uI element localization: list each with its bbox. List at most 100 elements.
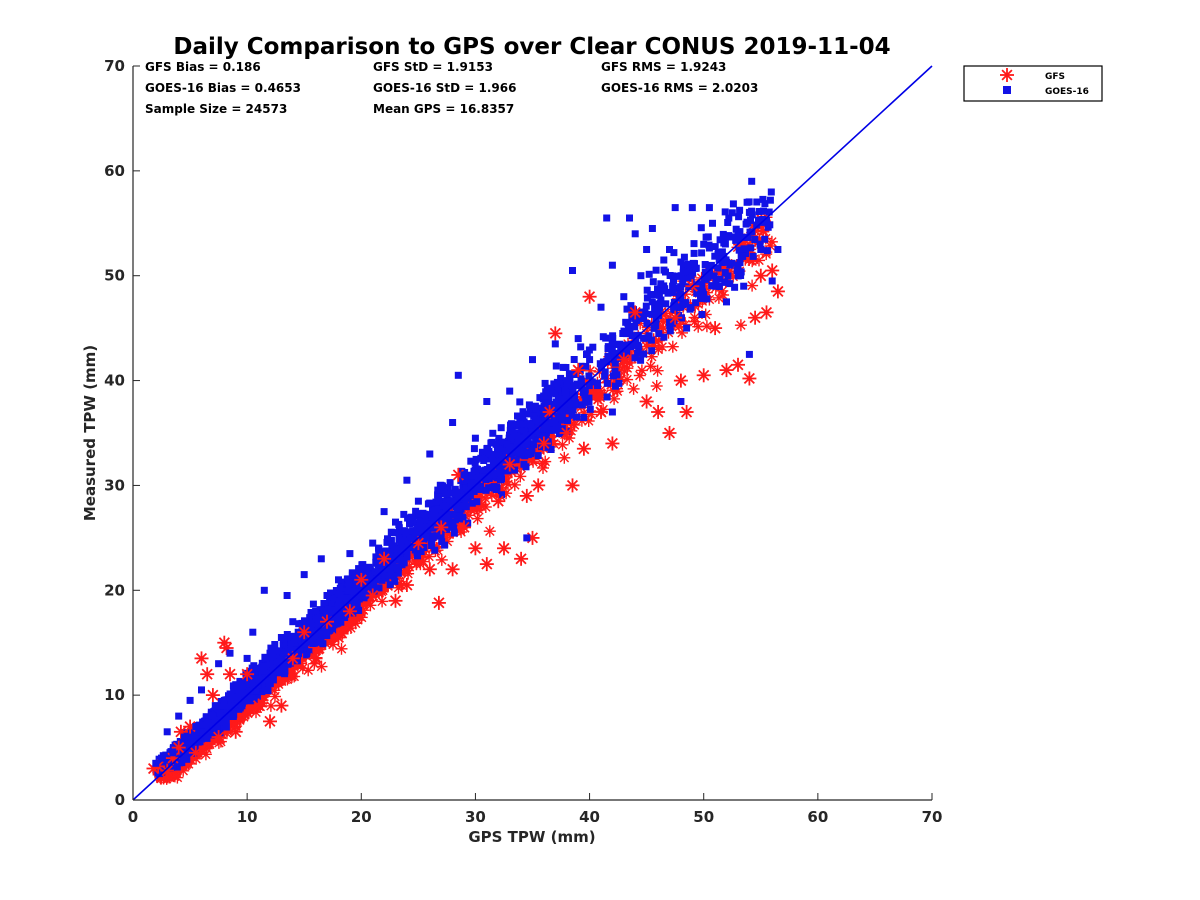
goes16-point [626, 214, 633, 222]
legend-gfs-marker [1000, 68, 1014, 82]
x-tick-label: 20 [351, 808, 372, 826]
gfs-point [274, 698, 289, 713]
goes16-point [494, 445, 502, 453]
x-axis-title: GPS TPW (mm) [468, 828, 595, 846]
goes16-point [620, 293, 628, 301]
stat-mean-gps: Mean GPS = 16.8357 [373, 102, 514, 116]
goes16-point [643, 246, 651, 253]
goes16-point [403, 476, 411, 484]
goes16-point [255, 675, 263, 683]
goes16-point [369, 539, 377, 547]
goes16-point [392, 518, 399, 526]
goes16-point [506, 387, 514, 395]
y-tick-label: 50 [104, 267, 125, 285]
x-tick-label: 10 [237, 808, 258, 826]
goes16-point [671, 204, 679, 212]
goes16-point [414, 497, 422, 505]
goes16-point [215, 660, 223, 668]
gfs-point [342, 604, 357, 619]
stat-sample-size: Sample Size = 24573 [145, 102, 287, 116]
goes16-point [460, 471, 468, 479]
gfs-point [765, 263, 780, 278]
goes16-point [471, 434, 479, 442]
goes16-point [283, 592, 291, 599]
goes16-point [220, 696, 228, 704]
goes16-point [728, 209, 736, 217]
y-axis-title: Measured TPW (mm) [81, 345, 99, 521]
goes16-point [260, 586, 268, 594]
goes16-point [163, 728, 171, 736]
goes16-point [483, 398, 491, 405]
goes16-point [569, 267, 576, 274]
goes16-point [677, 398, 685, 405]
goes16-point [317, 555, 325, 563]
tick-marks: 0 10 20 30 40 50 60 70 0 10 20 30 40 50 60 70 [104, 57, 942, 826]
gfs-point [576, 441, 591, 456]
goes16-point [768, 277, 776, 285]
gfs-point [188, 745, 203, 760]
gfs-point [479, 557, 494, 572]
goes16-point [209, 712, 217, 720]
goes16-point [608, 408, 616, 416]
goes16-point [631, 230, 639, 238]
goes16-point [688, 204, 696, 212]
x-tick-label: 50 [693, 808, 714, 826]
gfs-point [616, 352, 631, 367]
goes16-point [312, 607, 320, 615]
gfs-point [571, 363, 586, 378]
gfs-point [457, 520, 471, 535]
gfs-point [388, 593, 403, 608]
gfs-point [759, 305, 774, 320]
gfs-point [708, 321, 723, 336]
goes16-point [346, 550, 354, 558]
gfs-point [240, 667, 255, 682]
gfs-point [639, 394, 654, 409]
goes16-point [608, 261, 616, 269]
y-tick-label: 60 [104, 162, 125, 180]
gfs-point [731, 357, 745, 372]
gfs-point [223, 667, 237, 682]
goes16-point [563, 377, 571, 385]
goes16-point [540, 392, 548, 400]
goes16-series [152, 177, 782, 767]
x-tick-label: 0 [128, 808, 138, 826]
gfs-point [673, 373, 688, 388]
y-tick-label: 30 [104, 476, 125, 494]
gfs-point [445, 562, 460, 577]
goes16-point [249, 628, 257, 636]
gfs-point [742, 371, 757, 386]
stat-gfs-bias: GFS Bias = 0.186 [145, 60, 261, 74]
gfs-point [519, 488, 534, 503]
goes16-point [523, 534, 531, 542]
gfs-point [491, 494, 506, 509]
goes16-point [437, 481, 445, 489]
y-tick-label: 20 [104, 581, 125, 599]
gfs-point [497, 541, 511, 556]
gfs-point [651, 405, 666, 419]
gfs-point [559, 426, 574, 440]
goes16-point [158, 754, 165, 762]
goes16-point [551, 340, 559, 348]
stat-goes-std: GOES-16 StD = 1.966 [373, 81, 516, 95]
gfs-point [468, 541, 483, 556]
gfs-point [662, 426, 677, 440]
gfs-point [502, 457, 517, 472]
legend-goes16-marker [1003, 86, 1011, 94]
gfs-point [365, 588, 380, 603]
x-tick-label: 40 [579, 808, 600, 826]
stat-goes-bias: GOES-16 Bias = 0.4653 [145, 81, 301, 95]
goes16-point [683, 324, 691, 332]
stat-goes-rms: GOES-16 RMS = 2.0203 [601, 81, 758, 95]
x-tick-label: 30 [465, 808, 486, 826]
gfs-point [594, 405, 608, 419]
legend-box [963, 65, 1103, 102]
stat-gfs-std: GFS StD = 1.9153 [373, 60, 493, 74]
goes16-point [300, 571, 308, 579]
gfs-point [548, 326, 563, 341]
goes16-point [198, 686, 205, 694]
gfs-point [605, 436, 620, 451]
goes16-point [700, 240, 708, 248]
gfs-point [679, 405, 694, 419]
goes16-point [386, 565, 394, 573]
